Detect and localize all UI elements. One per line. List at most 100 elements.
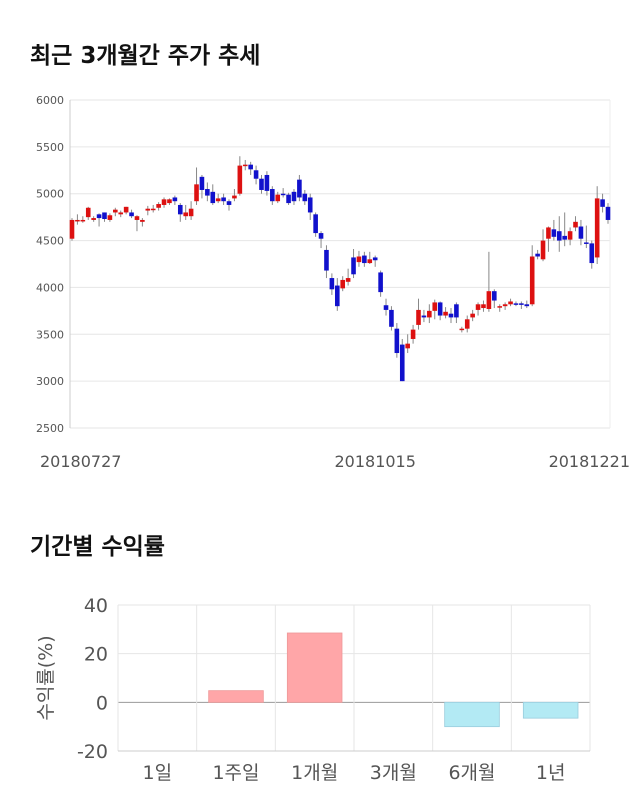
candle-body	[275, 194, 281, 202]
candle-body	[129, 212, 134, 217]
candle-body	[232, 195, 237, 199]
candle-body	[540, 240, 546, 260]
candle-body	[508, 301, 513, 305]
section-title-price-trend: 최근 3개월간 주가 추세	[30, 43, 261, 69]
x-tick-label: 3개월	[370, 762, 417, 784]
y-tick-label: -20	[77, 741, 108, 763]
candle-body	[210, 191, 216, 204]
y-tick-label: 4000	[36, 281, 64, 294]
candle-body	[546, 227, 551, 239]
candle-body	[91, 218, 96, 220]
candle-body	[383, 305, 389, 310]
y-tick-label: 0	[96, 692, 108, 714]
candle-body	[324, 249, 329, 271]
candle-body	[291, 191, 297, 202]
candle-body	[562, 235, 567, 240]
return-bar	[208, 690, 264, 703]
candle-body	[286, 194, 291, 204]
candle-body	[307, 197, 313, 213]
candle-body	[578, 226, 584, 239]
x-tick-label: 20181221	[549, 452, 630, 471]
candle-body	[362, 255, 367, 264]
x-tick-label: 1년	[536, 762, 566, 784]
candle-body	[432, 302, 438, 311]
y-tick-label: 5500	[36, 141, 64, 154]
candle-body	[594, 198, 600, 258]
candle-body	[459, 328, 465, 331]
candle-body	[367, 259, 373, 264]
candle-body	[280, 193, 286, 196]
return-bar	[522, 701, 579, 719]
candle-body	[302, 193, 308, 202]
candle-body	[551, 229, 557, 237]
candle-body	[443, 311, 448, 316]
candle-body	[399, 344, 405, 382]
candle-body	[584, 242, 589, 244]
candle-body	[410, 329, 416, 339]
candle-body	[248, 164, 253, 170]
candle-body	[497, 306, 503, 308]
y-tick-label: 5000	[36, 188, 64, 201]
candle-body	[199, 176, 205, 190]
x-tick-label: 1일	[143, 762, 173, 784]
y-tick-label: 3500	[36, 328, 64, 341]
candle-body	[416, 309, 421, 325]
candle-body	[481, 304, 486, 309]
candle-body	[486, 291, 492, 309]
x-tick-label: 1주일	[212, 762, 259, 784]
candle-body	[226, 201, 232, 205]
candle-body	[215, 198, 221, 202]
candle-body	[297, 179, 302, 198]
y-tick-label: 3000	[36, 375, 64, 388]
candle-body	[318, 233, 324, 239]
candle-body	[529, 256, 535, 305]
candle-body	[470, 313, 475, 318]
candle-body	[573, 221, 578, 228]
candle-body	[427, 310, 432, 318]
return-bar	[286, 632, 343, 703]
candle-body	[600, 199, 605, 207]
candle-body	[134, 216, 140, 220]
candle-body	[405, 343, 410, 349]
candle-body	[172, 197, 178, 202]
candle-body	[448, 313, 454, 318]
candle-body	[270, 189, 275, 202]
candle-body	[356, 256, 362, 263]
candle-body	[188, 208, 194, 217]
x-tick-label: 20181015	[334, 452, 415, 471]
candle-body	[345, 278, 351, 282]
candle-body	[156, 204, 161, 208]
candle-body	[118, 212, 124, 215]
candle-body	[492, 291, 497, 301]
candle-body	[567, 231, 573, 240]
candle-body	[259, 178, 264, 190]
candle-body	[524, 304, 530, 307]
candle-body	[150, 208, 156, 211]
candle-body	[253, 170, 259, 179]
candle-body	[535, 253, 540, 257]
candle-body	[389, 309, 394, 327]
x-tick-label: 20180727	[40, 452, 121, 471]
candle-body	[80, 219, 86, 222]
candle-body	[313, 214, 318, 234]
y-tick-label: 6000	[36, 94, 64, 107]
candle-body	[589, 243, 595, 264]
candle-body	[556, 231, 562, 241]
candle-body	[421, 315, 427, 318]
candle-body	[123, 206, 129, 213]
candle-body	[519, 303, 524, 305]
x-tick-label: 1개월	[291, 762, 338, 784]
candle-body	[437, 302, 443, 316]
candle-body	[475, 304, 481, 310]
candle-body	[205, 189, 210, 196]
candle-body	[237, 165, 243, 194]
y-tick-label: 40	[84, 595, 108, 617]
candle-body	[145, 208, 151, 211]
candle-body	[221, 197, 226, 202]
candle-body	[264, 174, 270, 191]
y-tick-label: 2500	[36, 422, 64, 435]
candle-body	[177, 204, 183, 215]
candle-body	[167, 199, 172, 204]
candle-body	[513, 303, 519, 305]
candle-body	[75, 219, 80, 222]
